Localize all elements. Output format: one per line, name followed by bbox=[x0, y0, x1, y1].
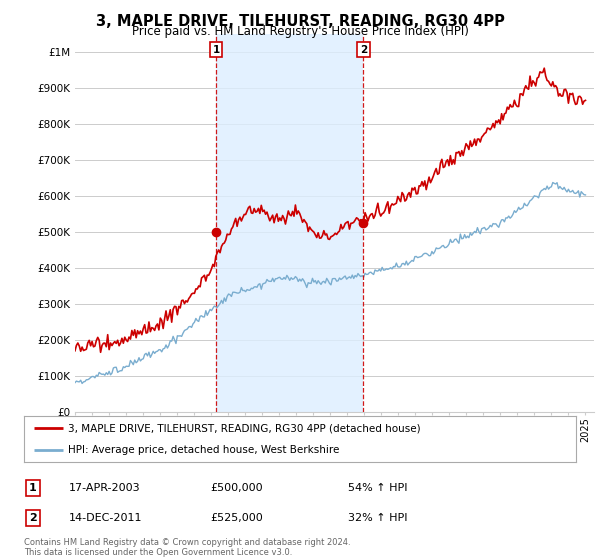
Text: 32% ↑ HPI: 32% ↑ HPI bbox=[348, 513, 407, 523]
Text: 17-APR-2003: 17-APR-2003 bbox=[69, 483, 140, 493]
Text: £525,000: £525,000 bbox=[210, 513, 263, 523]
Text: HPI: Average price, detached house, West Berkshire: HPI: Average price, detached house, West… bbox=[68, 445, 340, 455]
Text: Price paid vs. HM Land Registry's House Price Index (HPI): Price paid vs. HM Land Registry's House … bbox=[131, 25, 469, 38]
Text: 54% ↑ HPI: 54% ↑ HPI bbox=[348, 483, 407, 493]
Bar bbox=[216, 34, 364, 412]
Text: Contains HM Land Registry data © Crown copyright and database right 2024.
This d: Contains HM Land Registry data © Crown c… bbox=[24, 538, 350, 557]
Text: 14-DEC-2011: 14-DEC-2011 bbox=[69, 513, 143, 523]
Text: 2: 2 bbox=[360, 45, 367, 55]
Text: 2: 2 bbox=[29, 513, 37, 523]
Text: 3, MAPLE DRIVE, TILEHURST, READING, RG30 4PP: 3, MAPLE DRIVE, TILEHURST, READING, RG30… bbox=[95, 14, 505, 29]
Text: 3, MAPLE DRIVE, TILEHURST, READING, RG30 4PP (detached house): 3, MAPLE DRIVE, TILEHURST, READING, RG30… bbox=[68, 423, 421, 433]
Text: 1: 1 bbox=[29, 483, 37, 493]
Text: £500,000: £500,000 bbox=[210, 483, 263, 493]
Text: 1: 1 bbox=[212, 45, 220, 55]
